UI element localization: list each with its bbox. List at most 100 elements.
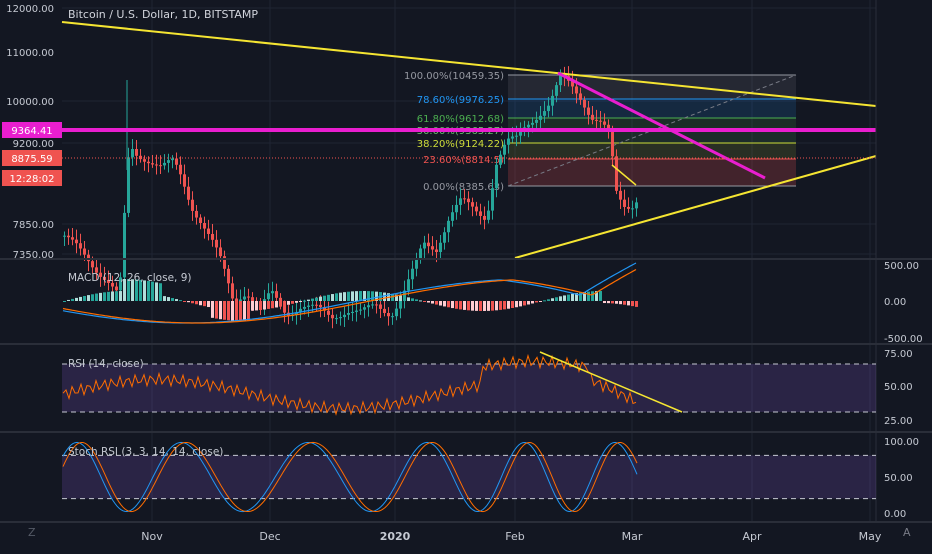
stoch-tick-label: 50.00 bbox=[884, 473, 913, 484]
macd-histogram-bar bbox=[95, 293, 98, 301]
macd-histogram-bar bbox=[335, 293, 338, 301]
candle-body bbox=[551, 95, 554, 106]
candle-body bbox=[631, 208, 634, 210]
macd-histogram-bar bbox=[431, 301, 434, 304]
macd-histogram-bar bbox=[439, 301, 442, 306]
candle-body bbox=[451, 212, 454, 221]
macd-histogram-bar bbox=[615, 301, 618, 304]
macd-histogram-bar bbox=[599, 291, 602, 301]
macd-histogram-bar bbox=[423, 301, 426, 302]
fib-zone bbox=[508, 130, 796, 143]
candle-body bbox=[575, 86, 578, 94]
candle-body bbox=[543, 111, 546, 116]
rsi-tick-label: 25.00 bbox=[884, 416, 913, 427]
candle-body bbox=[123, 212, 126, 278]
macd-histogram-bar bbox=[407, 297, 410, 301]
macd-histogram-bar bbox=[467, 301, 470, 311]
macd-histogram-bar bbox=[103, 292, 106, 301]
macd-histogram-bar bbox=[359, 291, 362, 301]
auto-scale-button[interactable]: A bbox=[903, 526, 911, 539]
candle-body bbox=[215, 239, 218, 248]
candle-body bbox=[111, 282, 114, 287]
candle-body bbox=[327, 310, 330, 315]
macd-histogram-bar bbox=[147, 280, 150, 301]
macd-histogram-bar bbox=[219, 301, 222, 320]
candle-body bbox=[171, 158, 174, 161]
candle-body bbox=[207, 228, 210, 234]
macd-histogram-bar bbox=[555, 297, 558, 301]
candle-body bbox=[439, 242, 442, 253]
macd-histogram-bar bbox=[163, 296, 166, 301]
macd-histogram-bar bbox=[471, 301, 474, 311]
time-tick-label: Feb bbox=[505, 530, 524, 543]
candle-body bbox=[311, 304, 314, 306]
macd-histogram-bar bbox=[535, 301, 538, 303]
candle-body bbox=[443, 232, 446, 243]
macd-histogram-bar bbox=[267, 301, 270, 309]
rsi-pane bbox=[62, 351, 876, 416]
macd-histogram-bar bbox=[567, 294, 570, 301]
macd-histogram-bar bbox=[291, 301, 294, 304]
macd-histogram-bar bbox=[399, 295, 402, 301]
macd-histogram-bar bbox=[295, 301, 298, 303]
trendlines[interactable] bbox=[61, 21, 877, 259]
candle-body bbox=[227, 268, 230, 284]
candle-body bbox=[447, 220, 450, 233]
macd-histogram-bar bbox=[539, 301, 542, 302]
rsi-tick-label: 75.00 bbox=[884, 349, 913, 360]
candle-body bbox=[179, 164, 182, 175]
candle-body bbox=[115, 286, 118, 291]
macd-histogram-bar bbox=[123, 279, 126, 301]
macd-histogram-bar bbox=[455, 301, 458, 309]
macd-histogram-bar bbox=[547, 299, 550, 301]
macd-histogram-bar bbox=[159, 283, 162, 301]
candle-body bbox=[331, 314, 334, 319]
candle-body bbox=[75, 239, 78, 244]
macd-histogram-bar bbox=[235, 301, 238, 321]
candle-body bbox=[83, 248, 86, 255]
macd-histogram-bar bbox=[491, 301, 494, 311]
macd-histogram-bar bbox=[203, 301, 206, 307]
tradingview-logo-icon[interactable]: Z bbox=[28, 526, 36, 539]
fib-zone bbox=[508, 75, 796, 99]
macd-histogram-bar bbox=[619, 301, 622, 305]
candle-body bbox=[163, 162, 166, 166]
pane-separators[interactable] bbox=[0, 0, 932, 523]
macd-histogram-bar bbox=[519, 301, 522, 307]
candle-body bbox=[103, 276, 106, 280]
rsi-label: RSI (14, close) bbox=[68, 358, 144, 370]
macd-histogram-bar bbox=[155, 282, 158, 301]
macd-histogram-bar bbox=[195, 301, 198, 305]
macd-histogram-bar bbox=[287, 301, 290, 305]
time-tick-label: Mar bbox=[622, 530, 643, 543]
candle-body bbox=[219, 247, 222, 257]
macd-histogram-bar bbox=[447, 301, 450, 308]
stoch-d-line bbox=[62, 441, 638, 513]
macd-histogram-bar bbox=[259, 301, 262, 311]
macd-histogram-bar bbox=[187, 301, 190, 303]
time-tick-label: Nov bbox=[141, 530, 163, 543]
candle-body bbox=[359, 309, 362, 311]
candle-body bbox=[251, 297, 254, 302]
candle-body bbox=[375, 304, 378, 306]
fibonacci-retracement[interactable]: 100.00%(10459.35) 78.60%(9976.25) 61.80%(9… bbox=[404, 71, 797, 193]
candle-body bbox=[559, 75, 562, 86]
macd-histogram-bar bbox=[371, 291, 374, 301]
rsi-band-fill bbox=[62, 364, 876, 412]
price-axis[interactable]: 12000.00 11000.00 10000.00 9200.00 7850.00 73… bbox=[2, 4, 923, 520]
time-axis[interactable]: Nov Dec 2020 Feb Mar Apr May bbox=[141, 530, 882, 543]
candle-body bbox=[511, 136, 514, 139]
candle-body bbox=[67, 235, 70, 238]
macd-histogram-bar bbox=[107, 291, 110, 301]
macd-histogram-bar bbox=[299, 301, 302, 302]
candle-body bbox=[483, 215, 486, 220]
time-tick-label: Apr bbox=[742, 530, 762, 543]
candle-body bbox=[131, 149, 134, 158]
candle-body bbox=[351, 311, 354, 314]
candle-body bbox=[419, 248, 422, 259]
fib-level-label: 78.60%(9976.25) bbox=[417, 95, 504, 106]
macd-histogram-bar bbox=[515, 301, 518, 308]
macd-histogram-bar bbox=[311, 298, 314, 301]
